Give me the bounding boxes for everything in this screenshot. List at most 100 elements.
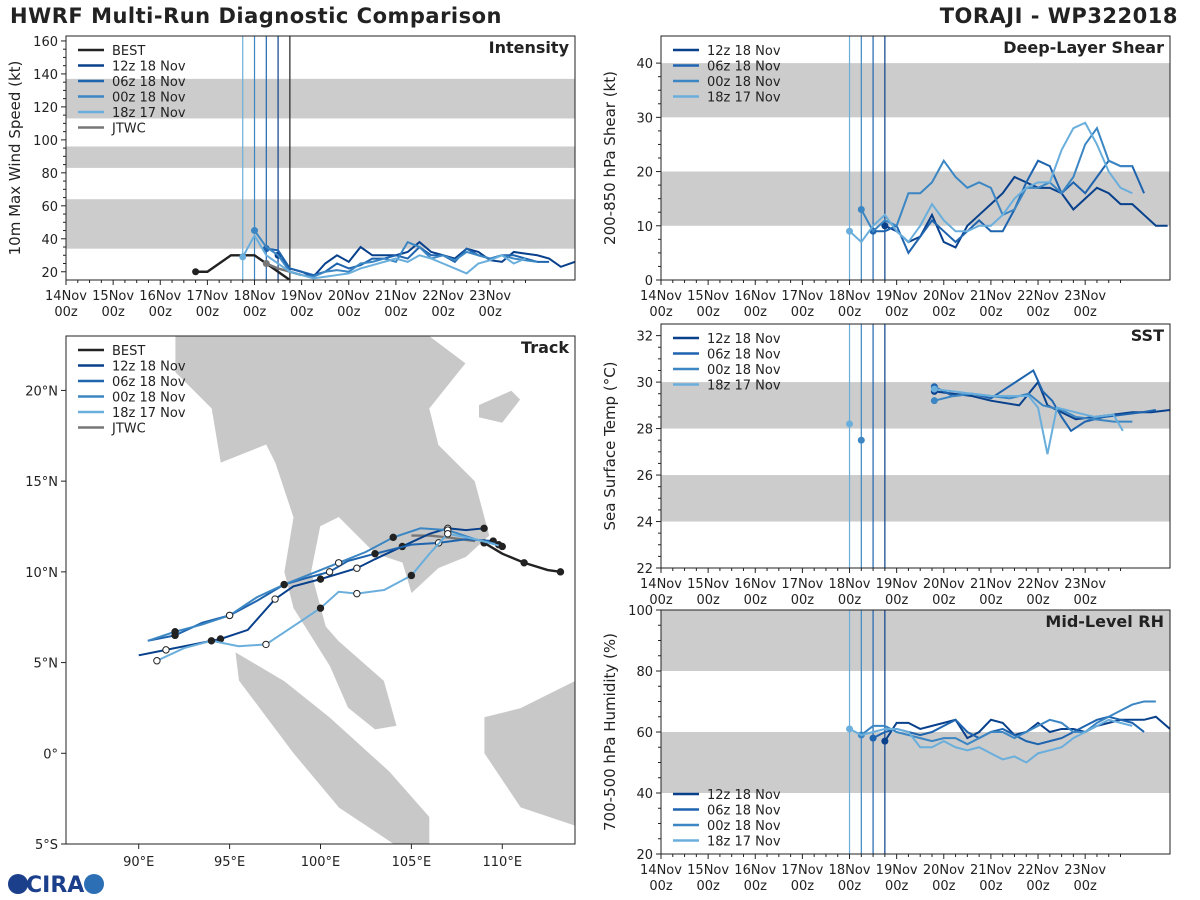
rh-legend-label: 12z 18 Nov (707, 788, 781, 803)
shear-xtick-label: 17Nov (781, 289, 823, 304)
rh-xtick-label: 16Nov (734, 863, 776, 878)
rh-panel-title: Mid-Level RH (1045, 612, 1164, 631)
intensity-xtick-label: 20Nov (328, 289, 370, 304)
track-series-00z-18-nov (147, 527, 499, 642)
shear-xtick-label: 18Nov (829, 289, 871, 304)
rh-xtick-label: 19Nov (876, 863, 918, 878)
track-track-point (520, 559, 528, 567)
shear-series-00z-18-nov (860, 126, 1133, 233)
intensity-xtick-label: 19Nov (281, 289, 323, 304)
intensity-band-2 (66, 78, 575, 119)
sst-xtick-sublabel: 00z (744, 593, 768, 608)
track-track-point (556, 568, 565, 576)
intensity-xtick-label: 21Nov (375, 289, 417, 304)
intensity-series-12z-18-nov (277, 240, 575, 278)
track-track-point (389, 533, 397, 542)
rh-ytick-label: 20 (636, 848, 653, 863)
sst-series-18z-17-nov (934, 388, 1124, 455)
land-polygon-2 (483, 680, 575, 827)
rh-legend-label: 18z 17 Nov (707, 835, 781, 850)
shear-xtick-sublabel: 00z (1026, 305, 1050, 320)
track-legend-label: JTWC (111, 422, 146, 437)
sst-frame (660, 323, 1171, 569)
intensity-xtick-sublabel: 00z (101, 305, 125, 320)
rh-ylabel: 700-500 hPa Humidity (%) (601, 633, 619, 831)
sst-xtick-sublabel: 00z (838, 593, 862, 608)
track-track-point (480, 524, 488, 533)
intensity-ytick-label: 40 (41, 233, 58, 248)
track-track-point (353, 589, 361, 598)
intensity-xtick-sublabel: 00z (290, 305, 314, 320)
sst-xtick-label: 22Nov (1017, 577, 1059, 592)
sst-marker-0 (846, 420, 854, 428)
track-legend-label: 06z 18 Nov (112, 375, 186, 390)
shear-legend-label: 06z 18 Nov (707, 60, 781, 75)
rh-ytick-label: 100 (628, 604, 653, 619)
rh-panel: 2040608010014Nov00z15Nov00z16Nov00z17Nov… (601, 604, 1171, 894)
sst-plot-area (661, 324, 1170, 568)
shear-xtick-sublabel: 00z (791, 305, 815, 320)
track-plot-area (138, 336, 575, 844)
track-track-point (316, 604, 325, 612)
track-xtick-label: 100°E (301, 855, 341, 870)
intensity-panel-title: Intensity (489, 38, 570, 57)
track-track-point (325, 568, 334, 576)
intensity-xtick-label: 14Nov (45, 289, 87, 304)
intensity-xtick-sublabel: 00z (384, 305, 408, 320)
sst-xtick-label: 20Nov (923, 577, 965, 592)
shear-xtick-label: 22Nov (1017, 289, 1059, 304)
intensity-xtick-sublabel: 00z (196, 305, 220, 320)
track-track-point (316, 575, 325, 583)
track-track-point (353, 564, 361, 572)
sst-legend-label: 06z 18 Nov (707, 348, 781, 363)
shear-xtick-label: 15Nov (687, 289, 729, 304)
track-track-point (171, 628, 179, 636)
rh-series-06z-18-nov (872, 715, 1145, 746)
track-track-point (334, 559, 343, 567)
land-polygon-3 (478, 390, 521, 424)
rh-ytick-label: 40 (636, 787, 653, 802)
track-legend-label: BEST (112, 344, 145, 359)
sst-xtick-label: 21Nov (970, 577, 1012, 592)
shear-xtick-sublabel: 00z (885, 305, 909, 320)
rh-legend-label: 00z 18 Nov (707, 819, 781, 834)
intensity-panel: 2040608010012014016014Nov00z15Nov00z16No… (6, 35, 576, 320)
sst-xtick-label: 17Nov (781, 577, 823, 592)
shear-ytick-label: 30 (636, 111, 653, 126)
sst-ylabel: Sea Surface Temp (°C) (601, 361, 619, 530)
figure-title: HWRF Multi-Run Diagnostic Comparison (10, 4, 503, 28)
rh-xtick-sublabel: 00z (979, 879, 1003, 894)
track-track-point (280, 580, 288, 589)
rh-xtick-sublabel: 00z (696, 879, 720, 894)
sst-xtick-sublabel: 00z (885, 593, 909, 608)
intensity-series-18z-17-nov (241, 233, 526, 280)
rh-xtick-sublabel: 00z (1073, 879, 1097, 894)
track-track-point (271, 595, 279, 603)
track-track-point (225, 611, 234, 620)
track-track-point (371, 550, 379, 558)
sst-band-0 (661, 475, 1170, 522)
shear-series-06z-18-nov (873, 159, 1145, 255)
track-track-point (407, 571, 416, 580)
shear-xtick-sublabel: 00z (649, 305, 673, 320)
rh-ytick-label: 80 (636, 665, 653, 680)
track-series-06z-18-nov (147, 538, 494, 642)
sst-ytick-label: 28 (636, 423, 653, 438)
track-ytick-label: 10°N (25, 566, 58, 581)
shear-legend-label: 18z 17 Nov (707, 91, 781, 106)
rh-legend-label: 06z 18 Nov (707, 804, 781, 819)
sst-ytick-label: 24 (636, 516, 653, 531)
sst-ytick-label: 26 (636, 469, 653, 484)
intensity-ytick-label: 20 (41, 266, 58, 281)
rh-xtick-sublabel: 00z (791, 879, 815, 894)
intensity-xtick-sublabel: 00z (478, 305, 502, 320)
cira-logo-globe (8, 874, 28, 894)
track-xtick-label: 110°E (483, 855, 523, 870)
sst-ytick-label: 32 (636, 330, 653, 345)
shear-xtick-label: 20Nov (923, 289, 965, 304)
track-xtick-label: 90°E (123, 855, 154, 870)
intensity-start-marker-1 (262, 260, 270, 268)
shear-xtick-sublabel: 00z (838, 305, 862, 320)
intensity-xtick-label: 22Nov (422, 289, 464, 304)
